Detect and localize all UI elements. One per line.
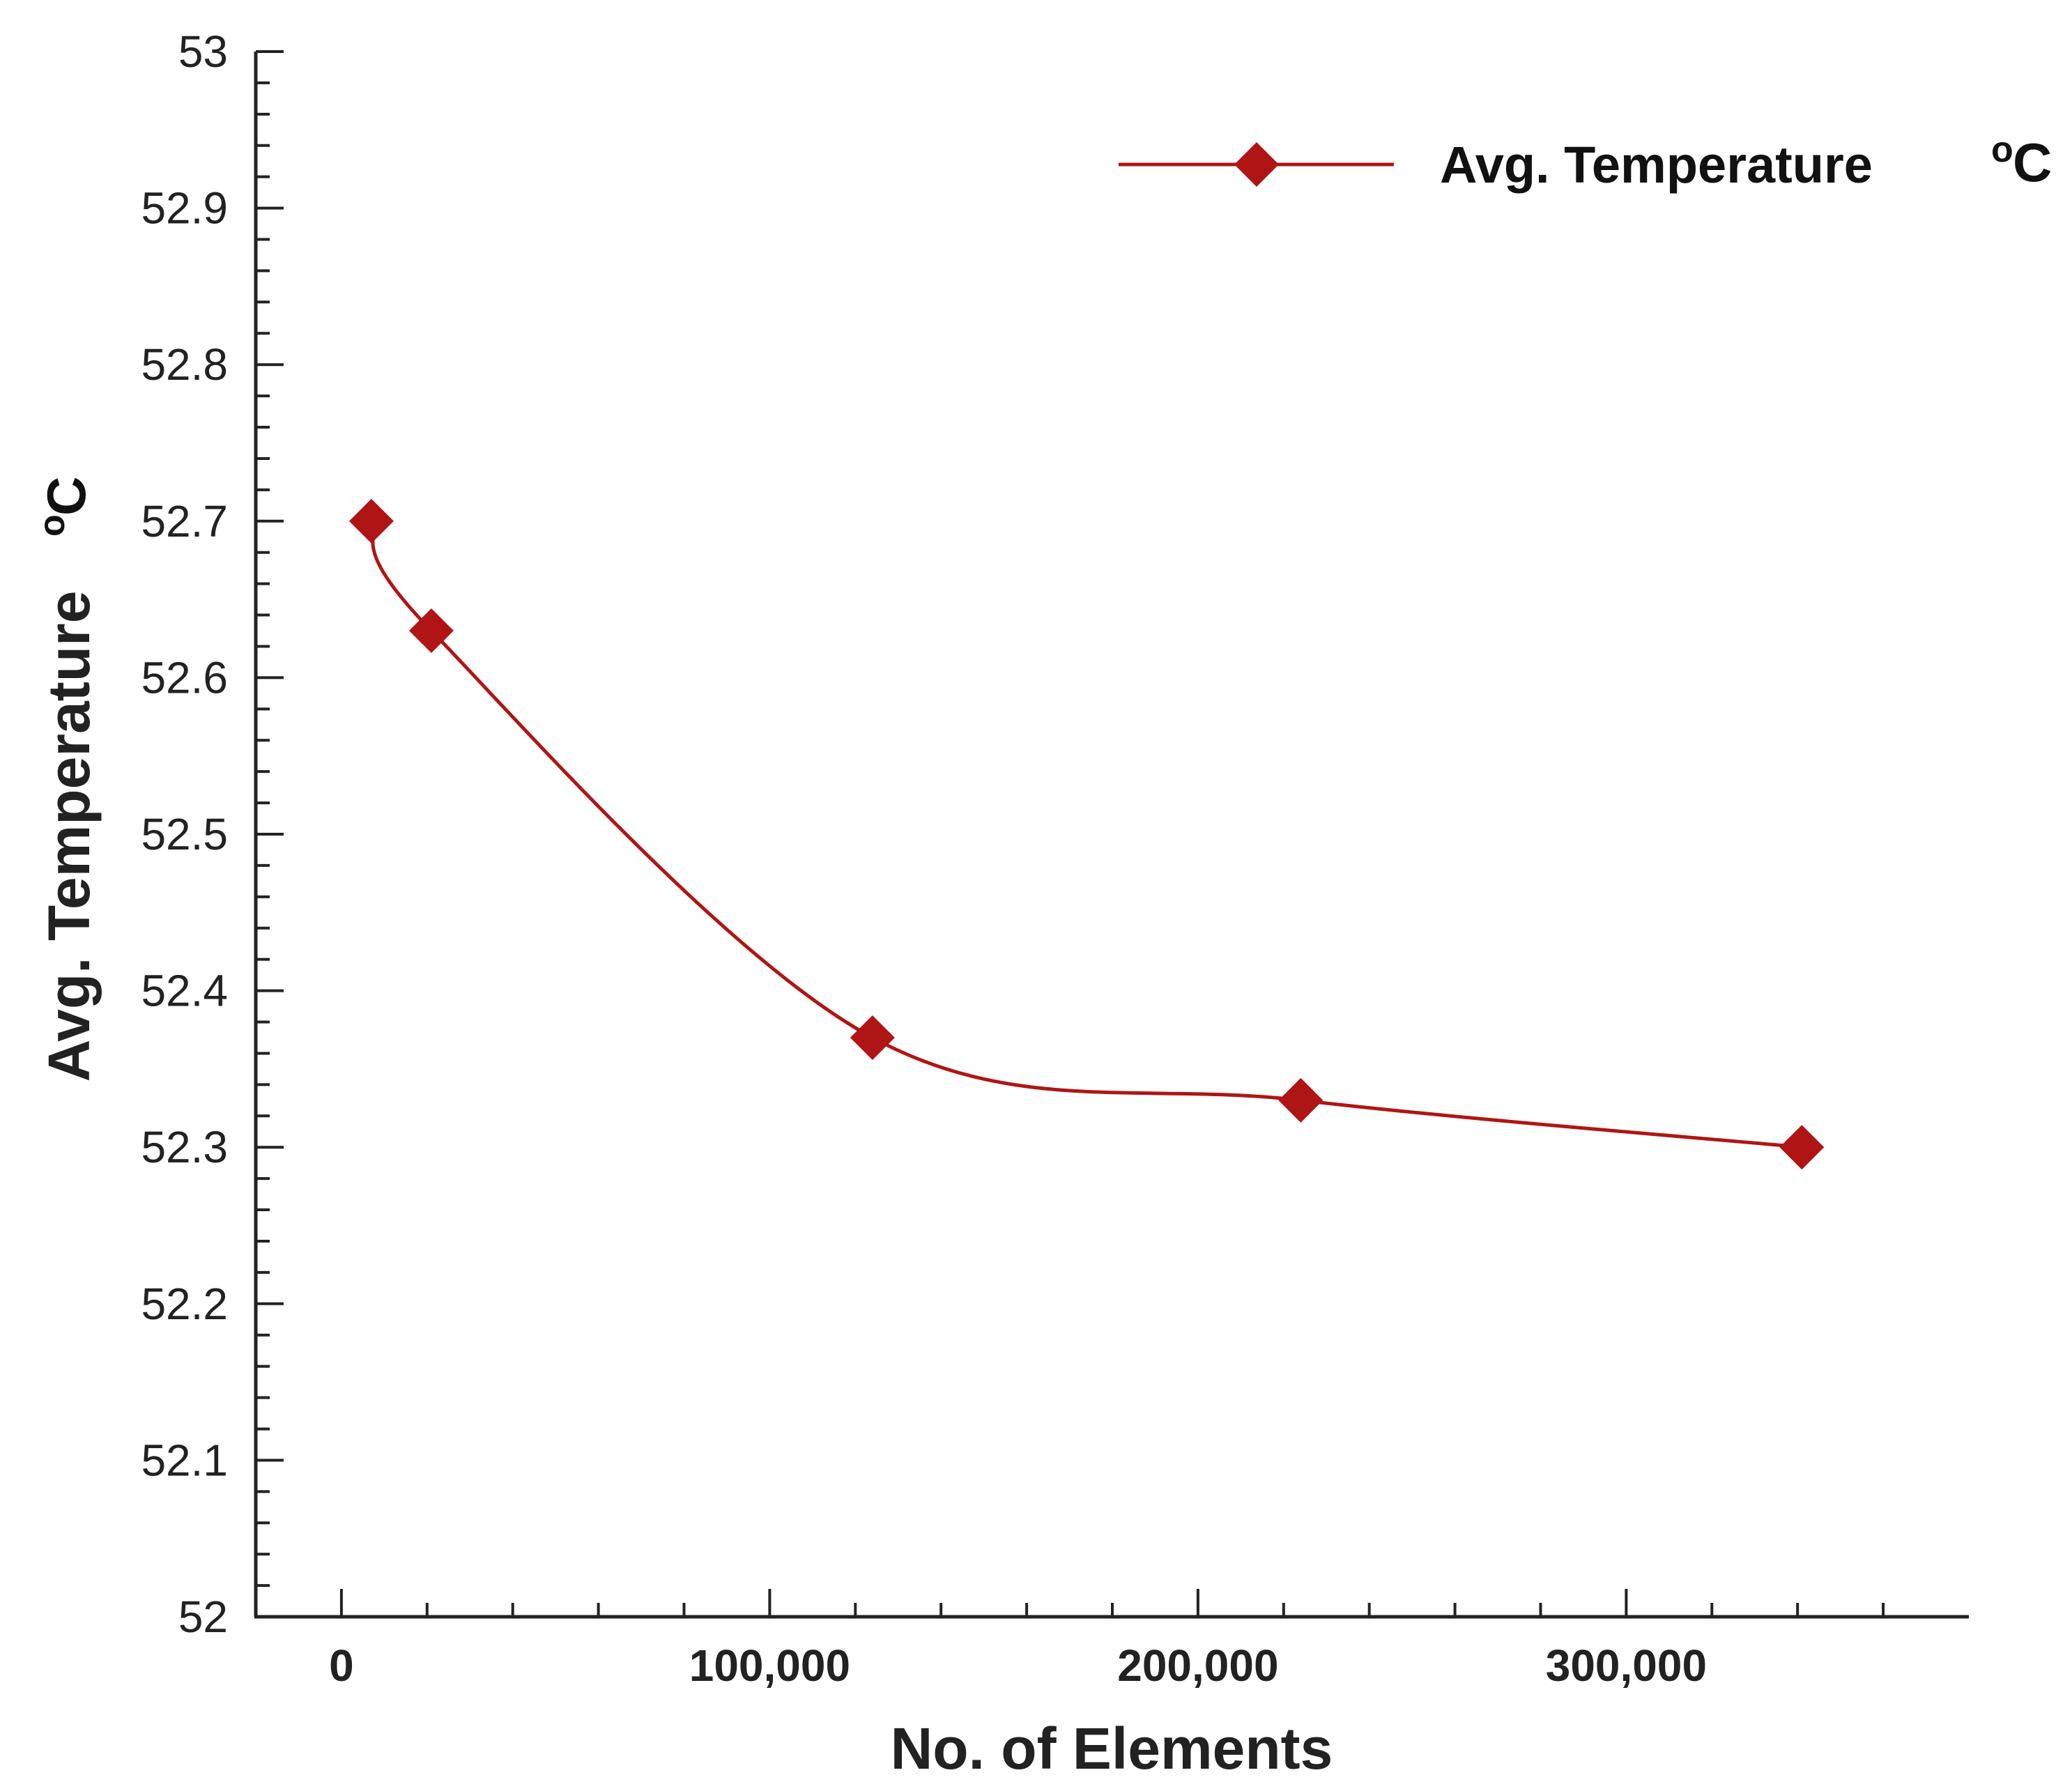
y-tick-labels: 52 52.1 52.2 52.3 52.4 52.5 52.6 52.7 52.8 52.9 53 <box>141 26 228 1642</box>
y-tick-label: 52.9 <box>141 183 228 233</box>
y-tick-label: 52.7 <box>141 496 228 546</box>
series-group <box>348 498 1825 1170</box>
y-axis-title: Avg. Temperature <box>36 591 102 1082</box>
y-tick-label: 52.2 <box>141 1279 228 1329</box>
x-tick-label: 200,000 <box>1117 1640 1278 1691</box>
x-tick-labels: 0 100,000 200,000 300,000 <box>329 1640 1707 1691</box>
legend: Avg. Temperature o C <box>1119 130 2052 194</box>
y-tick-label: 52.1 <box>141 1435 228 1485</box>
series-line <box>369 520 1802 1149</box>
y-axis-title-group: Avg. Temperature <box>36 591 102 1082</box>
x-ticks <box>339 1589 1885 1617</box>
legend-marker <box>1234 142 1279 187</box>
y-axis-unit-superscript: o <box>32 514 72 537</box>
y-axis-unit-group: o C <box>32 477 97 537</box>
legend-unit: C <box>2013 132 2052 193</box>
y-tick-label: 52.8 <box>141 339 228 390</box>
y-tick-label: 53 <box>178 26 228 77</box>
data-point <box>408 608 454 654</box>
data-point <box>1278 1077 1323 1123</box>
y-tick-label: 52 <box>178 1592 228 1642</box>
x-tick-label: 0 <box>329 1640 354 1691</box>
y-tick-label: 52.6 <box>141 652 228 702</box>
legend-unit-superscript: o <box>1991 130 2013 170</box>
data-point <box>348 498 394 544</box>
y-axis-unit: C <box>36 477 97 516</box>
x-tick-label: 100,000 <box>689 1640 850 1691</box>
x-tick-label: 300,000 <box>1546 1640 1707 1691</box>
y-tick-label: 52.5 <box>141 809 228 859</box>
y-tick-label: 52.4 <box>141 966 228 1016</box>
data-point <box>1779 1125 1825 1170</box>
legend-label: Avg. Temperature <box>1440 136 1873 194</box>
y-tick-label: 52.3 <box>141 1122 228 1172</box>
data-point <box>850 1015 895 1060</box>
x-axis-title: No. of Elements <box>891 1716 1333 1781</box>
axes <box>254 52 1969 1619</box>
y-ticks <box>256 50 284 1618</box>
